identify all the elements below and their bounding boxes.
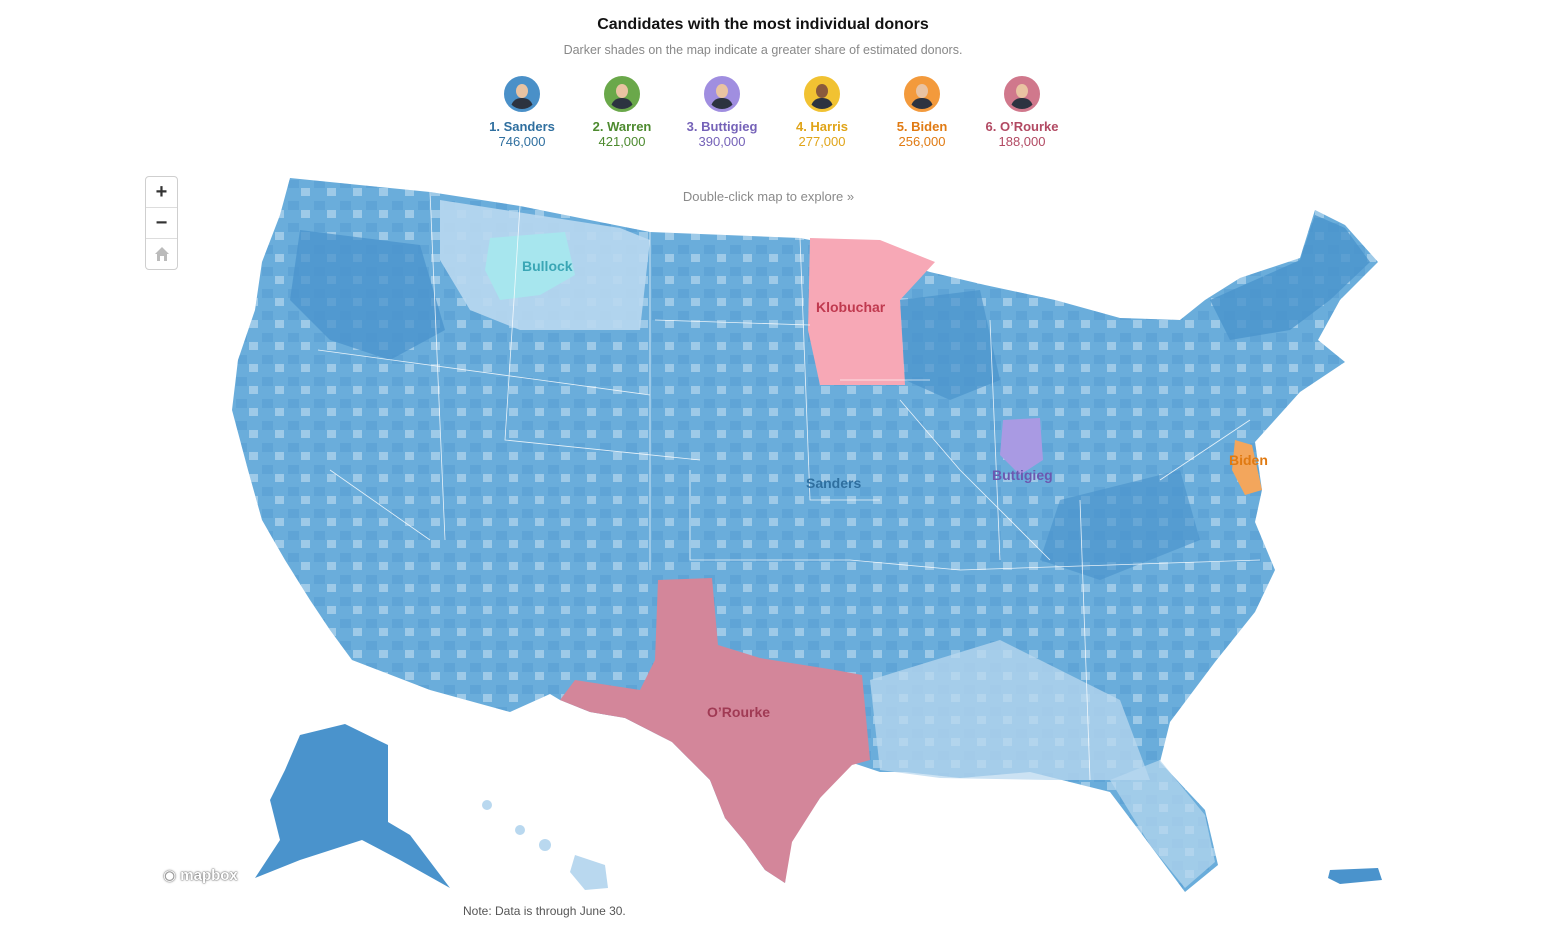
region-dark-appalachia (1040, 470, 1200, 580)
legend-candidate-6: 6. O’Rourke 188,000 (972, 76, 1072, 149)
legend-candidate-2: 2. Warren 421,000 (572, 76, 672, 149)
candidate-donor-count: 277,000 (798, 134, 846, 149)
candidate-donor-count: 256,000 (898, 134, 946, 149)
alaska[interactable] (255, 724, 450, 888)
mapbox-wordmark: mapbox (180, 867, 238, 884)
legend-candidate-5: 5. Biden 256,000 (872, 76, 972, 149)
candidate-photo (904, 76, 940, 112)
region-dark-northeast (1210, 215, 1370, 340)
puerto-rico[interactable] (1328, 868, 1382, 884)
region-dark-northwest (290, 230, 445, 360)
region-orourke[interactable] (560, 578, 870, 883)
label-buttigieg: Buttigieg (992, 467, 1053, 483)
candidate-donor-count: 746,000 (498, 134, 546, 149)
mapbox-icon: ◉ (163, 867, 177, 884)
region-buttigieg[interactable] (1000, 418, 1043, 475)
region-klobuchar[interactable] (808, 238, 935, 385)
label-biden: Biden (1229, 452, 1268, 468)
label-orourke: O’Rourke (707, 704, 770, 720)
state-borders (317, 191, 1261, 781)
chart-subtitle: Darker shades on the map indicate a grea… (563, 43, 963, 57)
region-bullock[interactable] (485, 232, 575, 300)
region-biden[interactable] (1232, 440, 1262, 495)
legend-candidate-1: 1. Sanders 746,000 (472, 76, 572, 149)
candidate-name: 6. O’Rourke (985, 119, 1059, 134)
candidate-photo (604, 76, 640, 112)
map-zoom-controls: + − (145, 176, 178, 270)
region-light-southeast (870, 640, 1150, 780)
label-klobuchar: Klobuchar (816, 299, 886, 315)
candidate-name: 4. Harris (795, 119, 849, 134)
zoom-in-button[interactable]: + (146, 177, 177, 208)
candidate-name: 2. Warren (592, 119, 652, 134)
label-bullock: Bullock (522, 258, 573, 274)
home-icon[interactable] (146, 239, 177, 269)
label-sanders: Sanders (806, 475, 861, 491)
candidate-donor-count: 188,000 (998, 134, 1046, 149)
chart-title: Candidates with the most individual dono… (597, 16, 929, 33)
explore-hint: Double-click map to explore » (682, 189, 855, 204)
candidate-donor-count: 421,000 (598, 134, 646, 149)
region-dark-midwest (900, 290, 1000, 400)
candidate-name: 5. Biden (896, 119, 948, 134)
candidate-legend: 1. Sanders 746,000 2. Warren 421,000 3. … (472, 76, 1072, 149)
legend-candidate-4: 4. Harris 277,000 (772, 76, 872, 149)
candidate-name: 1. Sanders (489, 119, 555, 134)
candidate-photo (1004, 76, 1040, 112)
mapbox-logo[interactable]: ◉ mapbox (163, 866, 238, 884)
candidate-photo (504, 76, 540, 112)
hawaii[interactable] (482, 800, 608, 890)
candidate-donor-count: 390,000 (698, 134, 746, 149)
candidate-name: 3. Buttigieg (686, 119, 758, 134)
legend-candidate-3: 3. Buttigieg 390,000 (672, 76, 772, 149)
home-icon-glyph (154, 247, 169, 261)
candidate-photo (804, 76, 840, 112)
region-light-florida (1110, 760, 1215, 888)
zoom-out-button[interactable]: − (146, 208, 177, 239)
data-note: Note: Data is through June 30. (463, 904, 626, 918)
candidate-photo (704, 76, 740, 112)
